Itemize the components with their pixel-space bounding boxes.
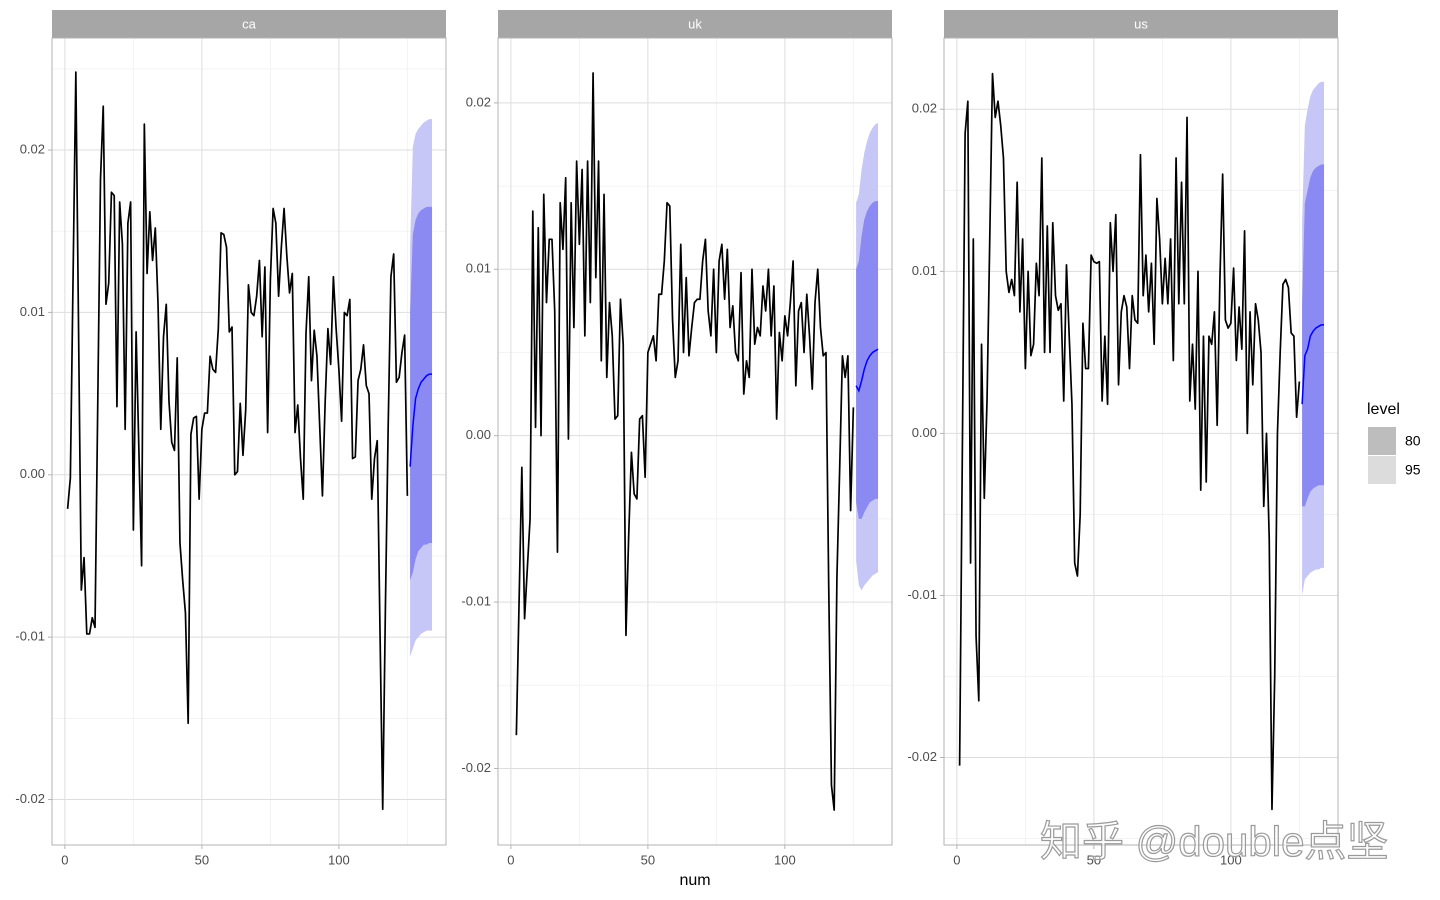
facet-strip	[52, 10, 446, 38]
x-tick-label: 50	[195, 852, 209, 867]
y-tick-label: -0.02	[907, 749, 937, 764]
panel-border	[943, 37, 1339, 846]
panel-border	[51, 37, 447, 846]
y-tick-label: -0.02	[15, 791, 45, 806]
forecast-mean-line	[409, 373, 433, 467]
y-tick-label: 0.00	[20, 466, 45, 481]
x-tick-label: 0	[507, 852, 514, 867]
y-tick-label: 0.01	[912, 263, 937, 278]
forecast-band-80	[1302, 164, 1325, 507]
legend-key	[1368, 456, 1396, 484]
y-tick-label: 0.01	[466, 261, 491, 276]
legend-key	[1368, 427, 1396, 455]
x-tick-label: 50	[641, 852, 655, 867]
y-tick-label: 0.01	[20, 304, 45, 319]
y-tick-label: -0.01	[907, 587, 937, 602]
x-tick-label: 0	[953, 852, 960, 867]
y-tick-label: 0.00	[912, 425, 937, 440]
facet-label: ca	[242, 16, 257, 31]
watermark: 知乎 @double点坚	[1040, 818, 1388, 865]
legend-title: level	[1367, 401, 1400, 418]
y-tick-label: 0.02	[466, 94, 491, 109]
forecast-mean-line	[1301, 324, 1325, 405]
series-line	[958, 72, 1301, 811]
y-tick-label: 0.02	[20, 141, 45, 156]
facet-strip	[944, 10, 1338, 38]
panel-border	[497, 37, 893, 846]
legend-label: 95	[1405, 462, 1421, 478]
legend-label: 80	[1405, 433, 1421, 449]
series-line	[66, 71, 409, 811]
facet-strip	[498, 10, 892, 38]
x-tick-label: 50	[1087, 852, 1101, 867]
facet-label: us	[1134, 16, 1148, 31]
y-tick-label: -0.02	[461, 760, 491, 775]
x-tick-label: 100	[774, 852, 796, 867]
forecast-mean-line	[855, 348, 879, 393]
y-tick-label: 0.02	[912, 101, 937, 116]
x-axis-label: num	[679, 872, 710, 889]
series-line	[515, 72, 855, 811]
facet-label: uk	[688, 16, 702, 31]
y-tick-label: -0.01	[15, 629, 45, 644]
x-tick-label: 0	[61, 852, 68, 867]
y-tick-label: -0.01	[461, 594, 491, 609]
y-tick-label: 0.00	[466, 427, 491, 442]
forecast-band-80	[410, 206, 433, 581]
x-tick-label: 100	[328, 852, 350, 867]
x-tick-label: 100	[1220, 852, 1242, 867]
